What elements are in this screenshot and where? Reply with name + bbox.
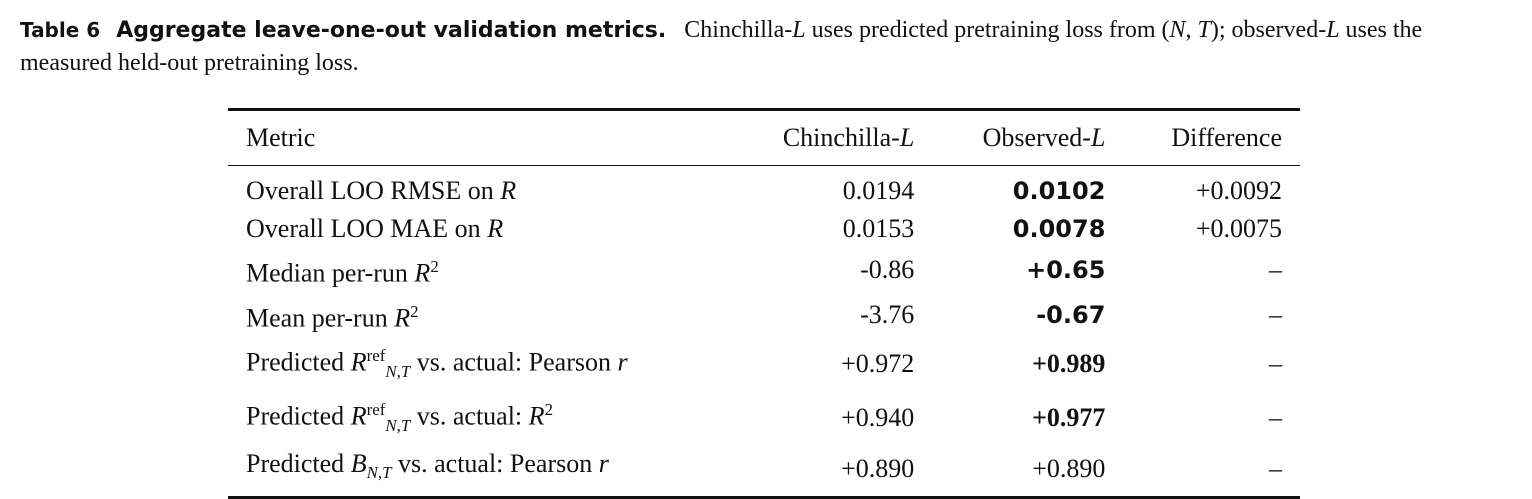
- header-row: Metric Chinchilla-L Observed-L Differenc…: [228, 109, 1300, 166]
- caption-text: Chinchilla-L uses predicted pretraining …: [20, 17, 1423, 76]
- table-row: Predicted RrefN,T vs. actual: Pearson r …: [228, 337, 1300, 391]
- row-chinchilla: +0.890: [841, 453, 915, 483]
- header-metric: Metric: [246, 123, 316, 152]
- row-difference: –: [1269, 349, 1282, 379]
- row-observed: 0.0102: [1012, 177, 1106, 205]
- row-metric: Median per-run R2: [246, 257, 439, 288]
- header-chinchilla: Chinchilla-L: [782, 123, 915, 152]
- row-chinchilla: 0.0194: [842, 176, 915, 205]
- row-metric: Predicted BN,T vs. actual: Pearson r: [246, 449, 609, 483]
- row-difference: –: [1269, 255, 1282, 285]
- row-difference: –: [1269, 403, 1282, 433]
- metrics-table-container: Metric Chinchilla-L Observed-L Differenc…: [228, 108, 1300, 499]
- row-metric: Overall LOO RMSE on R: [246, 176, 517, 205]
- row-observed: +0.977: [1032, 403, 1106, 433]
- row-observed: +0.989: [1032, 349, 1106, 379]
- row-difference: –: [1269, 453, 1282, 483]
- row-difference: +0.0092: [1195, 176, 1282, 205]
- header-difference: Difference: [1171, 123, 1282, 152]
- table-row: Predicted BN,T vs. actual: Pearson r +0.…: [228, 445, 1300, 498]
- table-body: Overall LOO RMSE on R 0.0194 0.0102 +0.0…: [228, 166, 1300, 498]
- row-observed: -0.67: [1036, 300, 1106, 329]
- row-difference: –: [1269, 299, 1282, 329]
- caption-label: Table 6: [20, 18, 101, 42]
- table-row: Predicted RrefN,T vs. actual: R2 +0.940 …: [228, 391, 1300, 445]
- row-chinchilla: +0.972: [841, 349, 915, 379]
- row-observed: +0.890: [1032, 453, 1106, 483]
- row-chinchilla: +0.940: [841, 403, 915, 433]
- table-row: Overall LOO RMSE on R 0.0194 0.0102 +0.0…: [228, 166, 1300, 211]
- row-metric: Predicted RrefN,T vs. actual: R2: [246, 400, 554, 435]
- row-observed: +0.65: [1026, 256, 1106, 285]
- caption-title: Aggregate leave-one-out validation metri…: [116, 18, 667, 43]
- row-chinchilla: -3.76: [860, 299, 915, 329]
- table-caption: Table 6 Aggregate leave-one-out validati…: [20, 14, 1520, 79]
- row-difference: +0.0075: [1195, 214, 1282, 243]
- row-metric: Predicted RrefN,T vs. actual: Pearson r: [246, 346, 628, 382]
- row-metric: Overall LOO MAE on R: [246, 214, 504, 243]
- row-chinchilla: -0.86: [860, 255, 915, 285]
- table-row: Median per-run R2 -0.86 +0.65 –: [228, 248, 1300, 293]
- header-observed: Observed-L: [982, 123, 1106, 152]
- metrics-table: Metric Chinchilla-L Observed-L Differenc…: [228, 108, 1300, 499]
- row-observed: 0.0078: [1012, 215, 1106, 243]
- row-metric: Mean per-run R2: [246, 301, 419, 333]
- row-chinchilla: 0.0153: [842, 214, 915, 243]
- table-row: Overall LOO MAE on R 0.0153 0.0078 +0.00…: [228, 210, 1300, 248]
- table-row: Mean per-run R2 -3.76 -0.67 –: [228, 293, 1300, 338]
- table-header: Metric Chinchilla-L Observed-L Differenc…: [228, 109, 1300, 166]
